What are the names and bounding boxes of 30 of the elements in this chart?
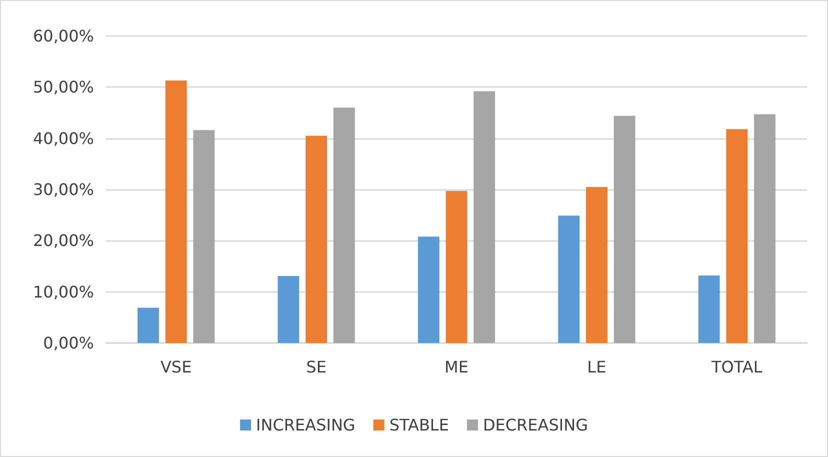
bar (418, 236, 440, 343)
x-tick-label: SE (306, 358, 326, 376)
bar (193, 130, 215, 343)
legend-label: DECREASING (482, 416, 588, 434)
y-tick-label: 10,00% (32, 282, 94, 302)
legend-label: STABLE (389, 416, 449, 434)
y-tick-label: 60,00% (32, 26, 94, 46)
x-tick-label: LE (587, 358, 606, 376)
bar (278, 276, 300, 343)
bar (165, 80, 187, 343)
bar (586, 186, 608, 343)
x-tick-label: TOTAL (710, 358, 762, 376)
x-tick-label: VSE (160, 358, 192, 376)
bar (306, 136, 328, 343)
bar (558, 216, 580, 343)
bar (754, 114, 776, 343)
y-tick-label: 0,00% (43, 334, 94, 352)
y-tick-label: 30,00% (32, 180, 94, 199)
bar (446, 191, 468, 343)
y-tick-label: 50,00% (32, 78, 94, 97)
bar (698, 275, 720, 343)
y-tick-label: 40,00% (32, 128, 94, 148)
x-tick-label: ME (444, 358, 468, 376)
bar (474, 91, 496, 343)
y-tick-label: 20,00% (32, 231, 94, 250)
bar (138, 308, 159, 343)
bar (614, 116, 636, 343)
legend-label: INCREASING (256, 416, 356, 434)
bar (726, 129, 748, 343)
bar (333, 108, 355, 343)
